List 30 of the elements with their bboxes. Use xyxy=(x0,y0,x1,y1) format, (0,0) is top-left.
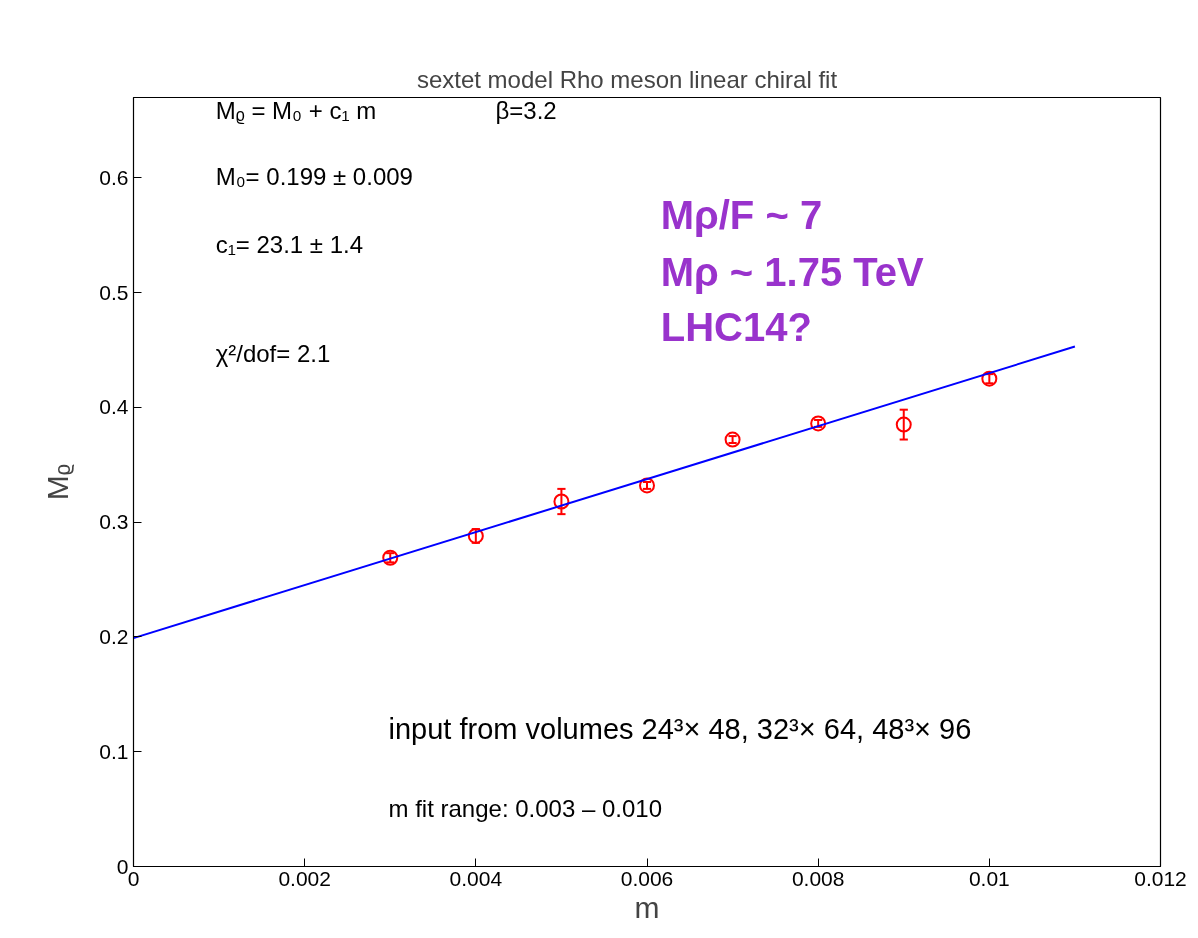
y-tick-label: 0.3 xyxy=(99,510,129,534)
point xyxy=(639,477,655,494)
y-axis-title: Mᵨ xyxy=(41,463,75,501)
chart-title: sextet model Rho meson linear chiral fit xyxy=(416,65,838,93)
y-tick-label: 0.4 xyxy=(99,395,129,419)
annotation: Mᵨ = M₀ + c₁ m xyxy=(215,96,377,124)
x-tick-label: 0.002 xyxy=(278,866,331,890)
y-tick-label: 0.2 xyxy=(99,624,129,648)
annotation: c₁= 23.1 ± 1.4 xyxy=(215,230,364,258)
annotation: β=3.2 xyxy=(495,96,557,124)
y-tick-label: 0.6 xyxy=(99,165,129,189)
annotation: LHC14? xyxy=(660,305,812,350)
point xyxy=(895,416,912,433)
x-tick-label: 0.01 xyxy=(968,866,1010,890)
point xyxy=(553,493,570,510)
annotation: Mρ/F ~ 7 xyxy=(660,192,823,237)
x-tick-label: 0.008 xyxy=(791,866,845,890)
annotation: Mρ ~ 1.75 TeV xyxy=(660,249,925,294)
point xyxy=(724,431,741,448)
x-axis-title: m xyxy=(634,890,660,924)
x-tick-label: 0.004 xyxy=(449,866,503,890)
x-tick-label: 0.006 xyxy=(620,866,674,890)
annotation: input from volumes 24³× 48, 32³× 64, 48³× 96 xyxy=(388,712,972,745)
point xyxy=(810,415,827,432)
annotation: χ²/dof= 2.1 xyxy=(215,339,331,367)
y-tick-label: 0.1 xyxy=(99,739,129,763)
annotation: M₀= 0.199 ± 0.009 xyxy=(215,163,413,191)
annotation: m fit range: 0.003 – 0.010 xyxy=(388,795,663,823)
x-tick-label: 0.012 xyxy=(1134,866,1187,890)
y-tick-label: 0.5 xyxy=(99,280,129,304)
